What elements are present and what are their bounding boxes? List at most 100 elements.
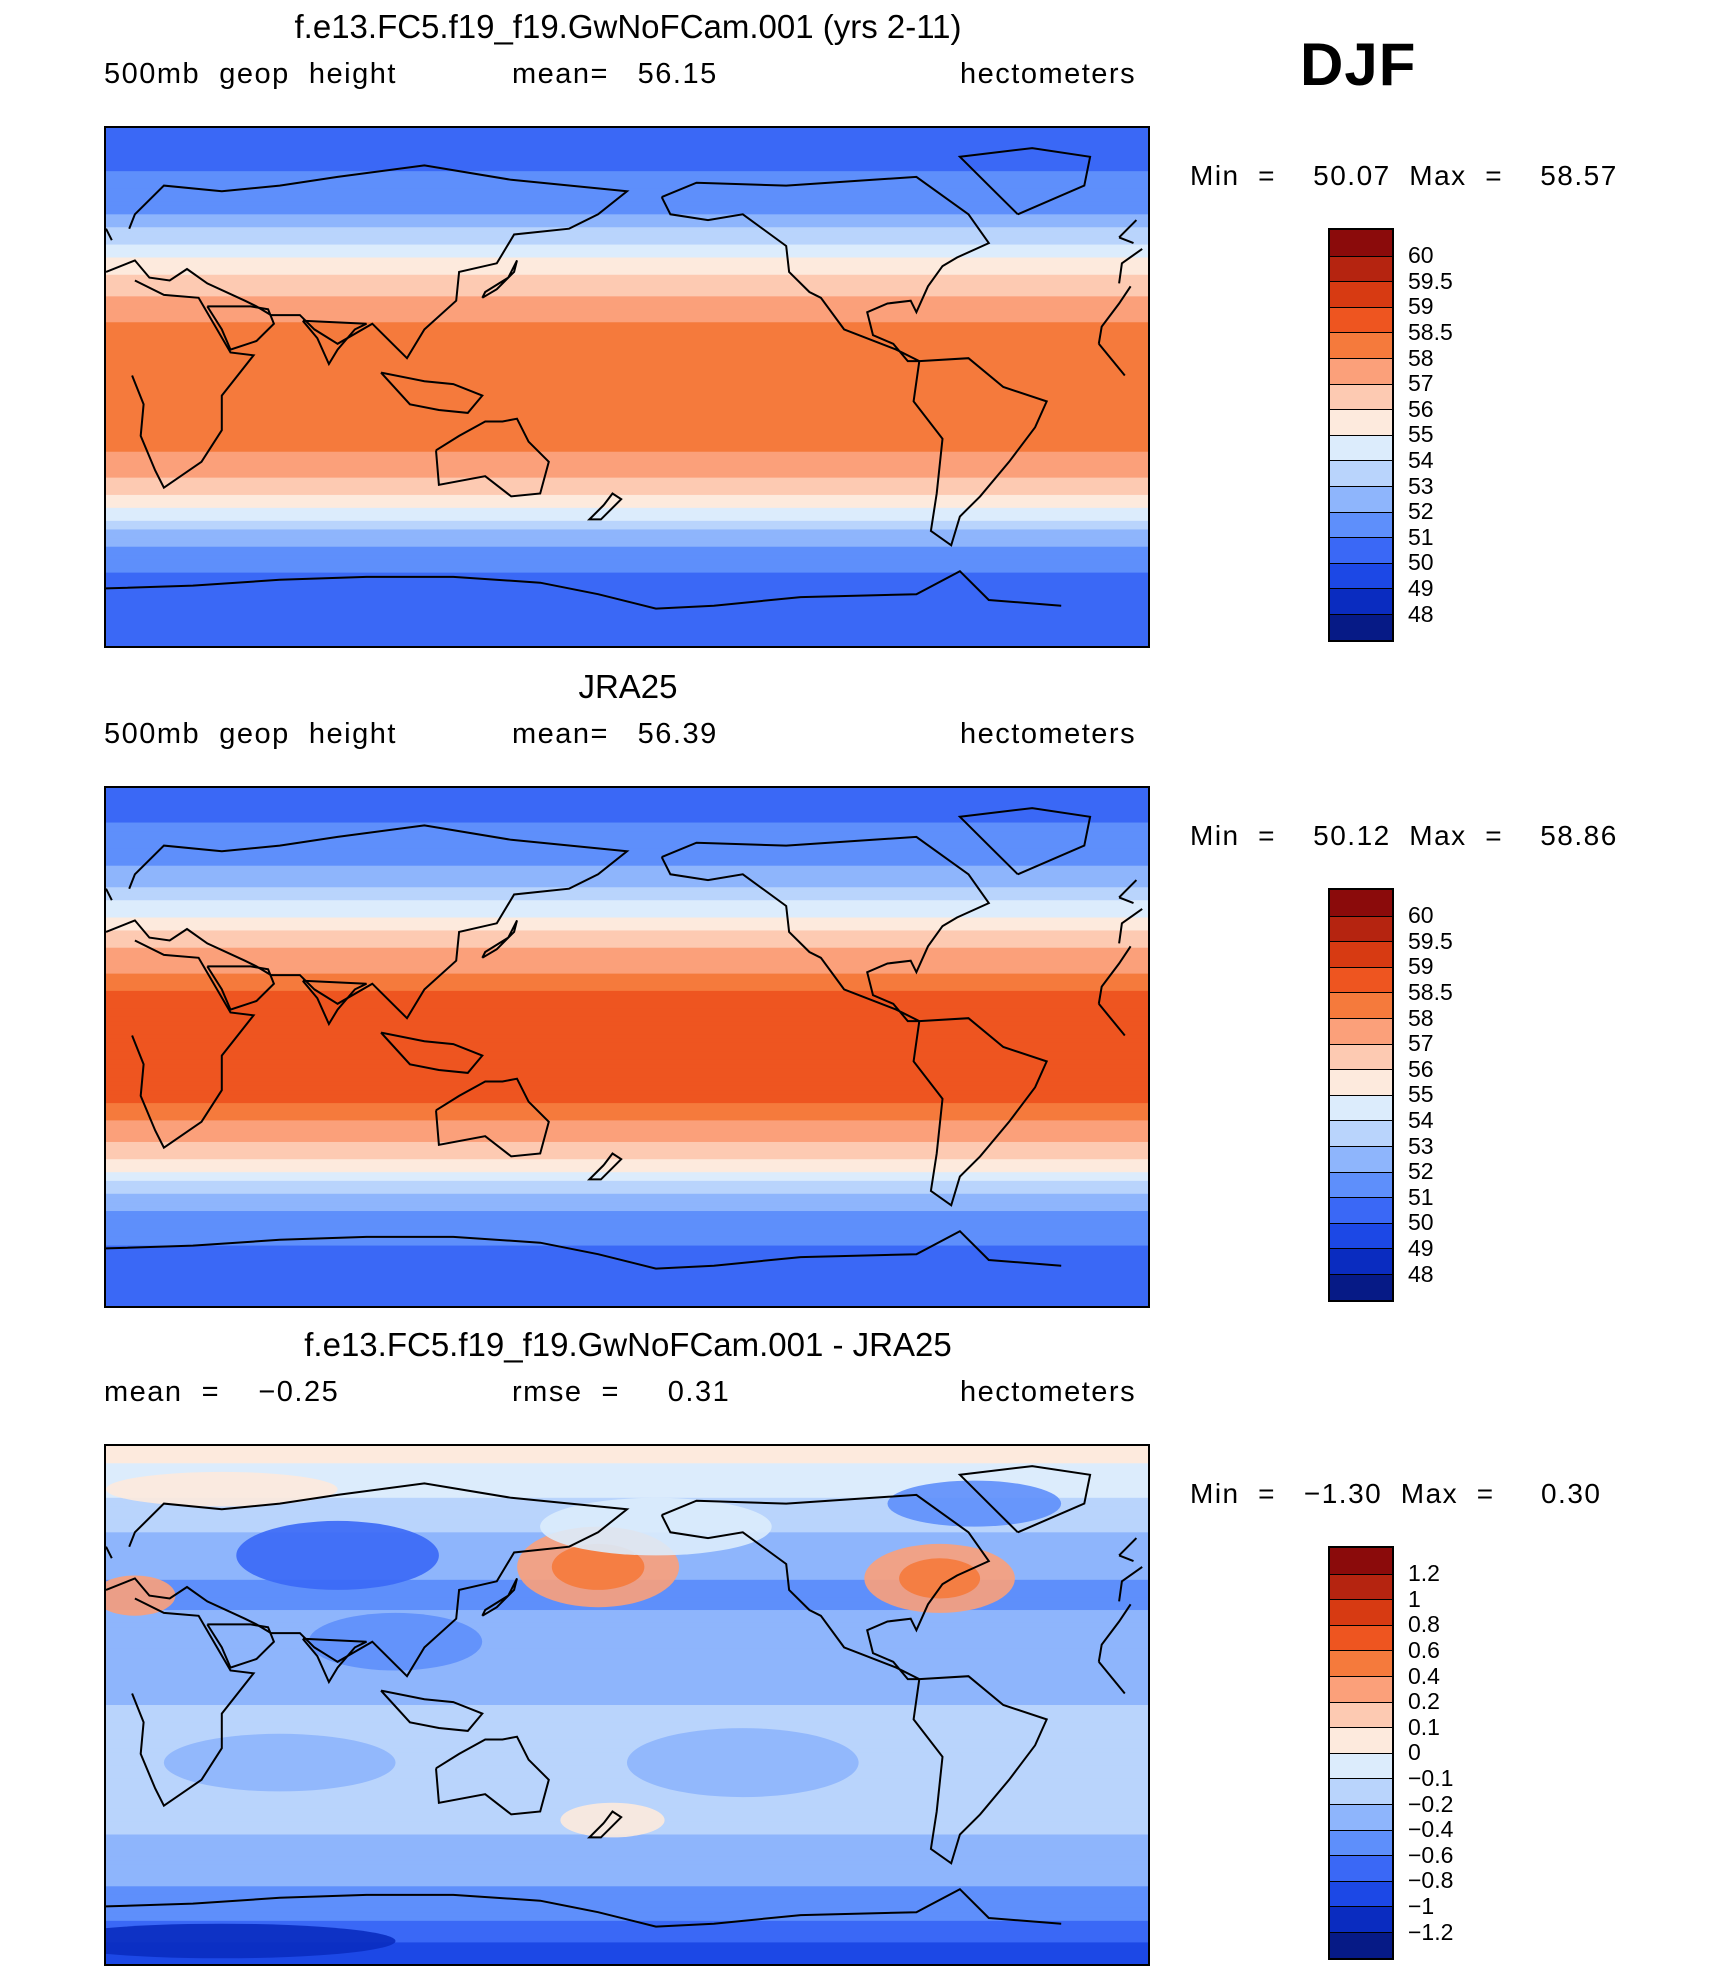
colorbar-segment [1330, 1855, 1392, 1881]
contour-band [106, 1103, 1148, 1109]
contour-band [106, 1228, 1148, 1234]
contour-band [106, 1077, 1148, 1083]
contour-band [106, 637, 1148, 643]
contour-band [106, 270, 1148, 276]
contour-band [106, 399, 1148, 405]
contour-band [106, 1610, 1148, 1615]
contour-band [106, 1670, 1148, 1676]
contour-band [106, 231, 1148, 237]
contour-band [106, 568, 1148, 574]
contour-band [106, 1877, 1148, 1883]
coastline [1118, 219, 1138, 239]
contour-band [106, 1799, 1148, 1805]
anomaly-region [236, 1520, 439, 1590]
contour-band [106, 1679, 1148, 1685]
contour-band [106, 1124, 1148, 1130]
contour-band [106, 594, 1148, 600]
anomaly-region [551, 1543, 645, 1590]
contour-band [106, 1180, 1148, 1186]
coastline [957, 147, 1092, 216]
contour-band [106, 438, 1148, 444]
colorbar-tick-label: 59.5 [1408, 267, 1453, 294]
contour-band [106, 235, 1148, 241]
contour-band [106, 1748, 1148, 1754]
contour-band [106, 1761, 1148, 1767]
contour-band [106, 891, 1148, 897]
anomaly-region [899, 1558, 981, 1599]
coastline [131, 279, 256, 490]
contour-band [106, 520, 1148, 526]
contour-band [106, 1471, 1148, 1477]
contour-band [106, 990, 1148, 996]
contour-band [106, 1038, 1148, 1044]
colorbar-tick-label: 58 [1408, 1004, 1434, 1031]
contour-band [106, 434, 1148, 440]
colorbar-tick-label: 56 [1408, 1055, 1434, 1082]
contour-band [106, 1869, 1148, 1874]
contour-band [106, 1055, 1148, 1061]
map-contours [106, 1446, 1148, 1964]
colorbar-tick-label: 49 [1408, 1234, 1434, 1261]
contour-band [106, 1189, 1148, 1195]
contour-band [106, 257, 1148, 263]
contour-band [106, 1476, 1148, 1482]
contour-band [106, 1925, 1148, 1931]
contour-band [106, 292, 1148, 297]
coastline [1118, 1566, 1143, 1602]
colorbar-tick-label: 57 [1408, 370, 1434, 397]
contour-band [106, 335, 1148, 341]
coastline [1118, 248, 1143, 284]
contour-band [106, 1713, 1148, 1719]
colorbar-segment [1330, 1145, 1392, 1172]
coastline [1118, 1537, 1138, 1557]
contour-band [106, 1025, 1148, 1031]
contour-band [106, 572, 1148, 578]
contour-band [106, 1012, 1148, 1018]
contour-band [106, 542, 1148, 548]
contour-band [106, 546, 1148, 552]
contour-band [106, 964, 1148, 970]
season-label: DJF [1300, 31, 1417, 98]
contour-band [106, 620, 1148, 626]
contour-band [106, 253, 1148, 259]
colorbar-tick-label: 1.2 [1408, 1560, 1440, 1587]
contour-band [106, 800, 1148, 806]
contour-band [106, 1696, 1148, 1702]
contour-band [106, 1193, 1148, 1199]
mean-label: mean= 56.39 [512, 718, 718, 750]
contour-band [106, 1172, 1148, 1178]
contour-band [106, 1843, 1148, 1849]
contour-band [106, 1254, 1148, 1260]
contour-band [106, 184, 1148, 190]
contour-band [106, 952, 1148, 957]
coastline [912, 1675, 1049, 1865]
contour-band [106, 1185, 1148, 1191]
contour-band [106, 921, 1148, 927]
contour-band [106, 1280, 1148, 1286]
colorbar-tick-label: 58.5 [1408, 318, 1453, 345]
contour-band [106, 222, 1148, 228]
contour-band [106, 477, 1148, 483]
colorbar-tick-label: 50 [1408, 1209, 1434, 1236]
contour-band [106, 1288, 1148, 1294]
contour-band [106, 1029, 1148, 1035]
colorbar-tick-label: 53 [1408, 1132, 1434, 1159]
coastline [912, 1017, 1049, 1207]
contour-band [106, 214, 1148, 220]
coastline [481, 919, 518, 959]
coastline [1098, 343, 1126, 377]
contour-band [106, 1297, 1148, 1303]
contour-band [106, 611, 1148, 617]
colorbar-tick-label: 0.2 [1408, 1688, 1440, 1715]
contour-band [106, 1834, 1148, 1840]
contour-band [106, 1085, 1148, 1091]
colorbar-segment [1330, 1778, 1392, 1804]
contour-band [106, 1293, 1148, 1298]
contour-band [106, 266, 1148, 272]
colorbar-tick-label: 50 [1408, 549, 1434, 576]
colorbar-segment [1330, 1017, 1392, 1044]
map-plot [104, 786, 1150, 1308]
contour-band [106, 1726, 1148, 1732]
contour-band [106, 895, 1148, 901]
contour-band [106, 378, 1148, 384]
